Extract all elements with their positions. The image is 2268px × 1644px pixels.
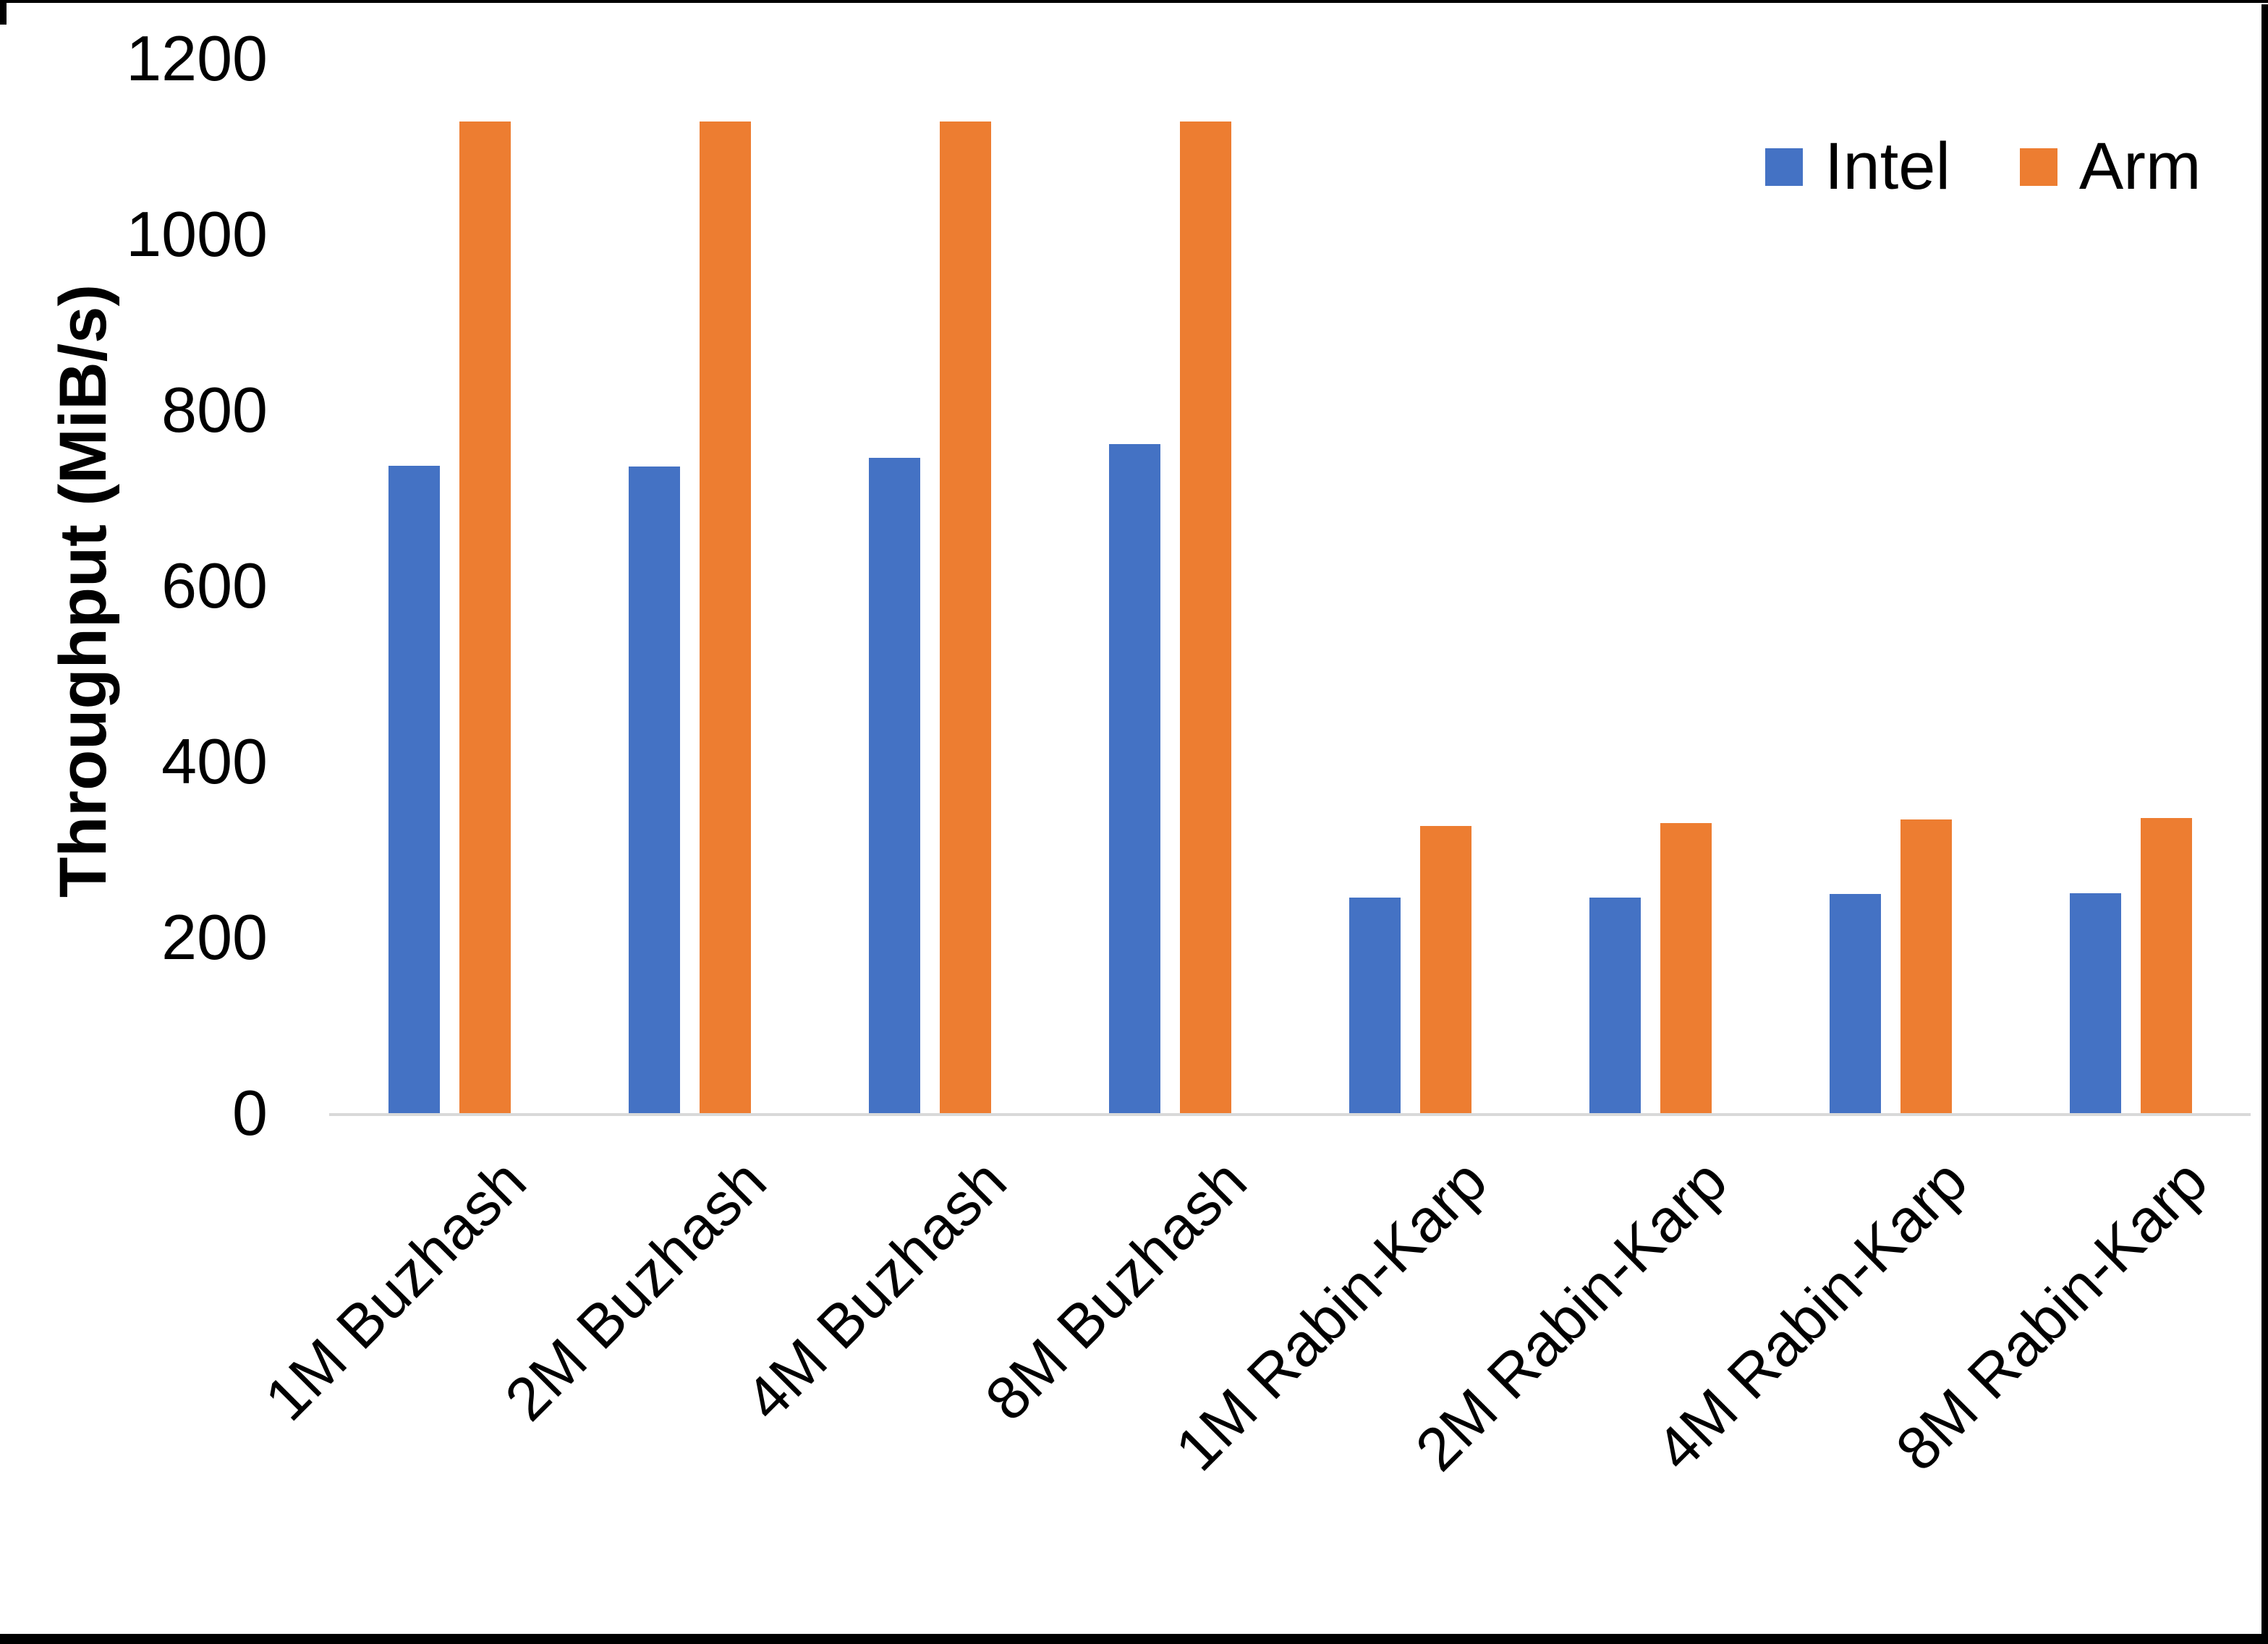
- bar-arm-2m-rabin-karp: [1660, 823, 1712, 1113]
- x-category-label: 8M Buzhash: [972, 1146, 1260, 1434]
- legend-label: Arm: [2078, 129, 2201, 203]
- x-category-label: 4M Buzhash: [731, 1146, 1019, 1434]
- legend-label: Intel: [1825, 129, 1950, 203]
- bar-arm-4m-rabin-karp: [1900, 819, 1952, 1113]
- x-category-label: 2M Rabin-Karp: [1402, 1146, 1740, 1484]
- bar-arm-1m-buzhash: [459, 122, 511, 1113]
- bar-intel-8m-buzhash: [1108, 444, 1160, 1113]
- y-tick-label: 200: [161, 901, 268, 973]
- bar-arm-4m-buzhash: [939, 122, 991, 1113]
- bar-intel-4m-rabin-karp: [1829, 894, 1881, 1113]
- y-tick-label: 1000: [126, 198, 268, 270]
- x-axis-line: [329, 1113, 2251, 1116]
- y-tick-label: 0: [232, 1077, 268, 1149]
- bar-intel-1m-buzhash: [388, 465, 440, 1113]
- legend-swatch-intel: [1765, 148, 1803, 186]
- x-category-label: 4M Rabin-Karp: [1642, 1146, 1980, 1484]
- border-top-line: [0, 0, 2268, 3]
- border-bottom-line: [0, 1634, 2268, 1644]
- y-tick-label: 1200: [126, 22, 268, 94]
- bar-arm-8m-buzhash: [1179, 122, 1231, 1113]
- y-tick-label: 800: [161, 374, 268, 446]
- y-tick-label: 600: [161, 550, 268, 621]
- y-tick-label: 400: [161, 725, 268, 797]
- bar-arm-2m-buzhash: [699, 122, 751, 1113]
- legend-swatch-arm: [2019, 148, 2057, 186]
- bar-intel-2m-rabin-karp: [1589, 898, 1641, 1113]
- x-category-label: 1M Rabin-Karp: [1162, 1146, 1500, 1484]
- bar-arm-1m-rabin-karp: [1419, 825, 1471, 1113]
- bar-intel-2m-buzhash: [628, 466, 680, 1113]
- bar-intel-8m-rabin-karp: [2069, 893, 2121, 1113]
- x-category-label: 8M Rabin-Karp: [1882, 1146, 2220, 1484]
- legend-item-arm: Arm: [2019, 129, 2201, 205]
- border-right-line: [2261, 4, 2268, 1644]
- legend: Intel Arm: [1765, 129, 2201, 205]
- bar-intel-4m-buzhash: [868, 457, 920, 1113]
- bar-arm-8m-rabin-karp: [2140, 817, 2192, 1113]
- bar-intel-1m-rabin-karp: [1349, 898, 1401, 1113]
- x-category-label: 1M Buzhash: [251, 1146, 539, 1434]
- legend-item-intel: Intel: [1765, 129, 1950, 205]
- x-category-label: 2M Buzhash: [491, 1146, 779, 1434]
- border-left-sliver: [0, 0, 7, 25]
